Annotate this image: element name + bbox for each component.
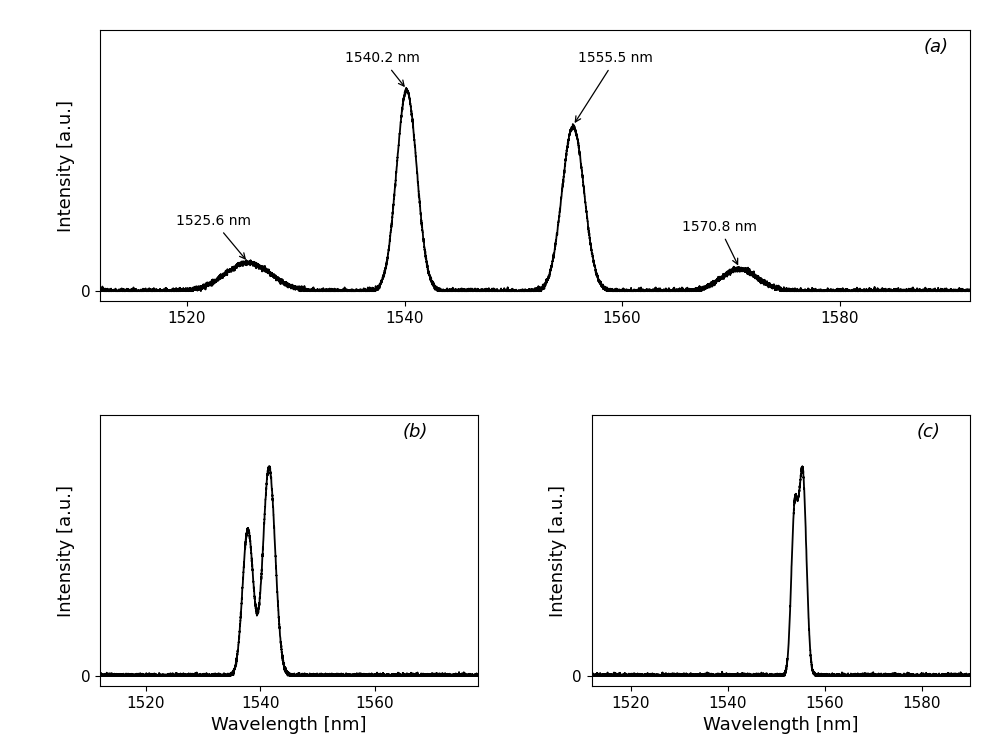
- Text: 1540.2 nm: 1540.2 nm: [345, 51, 420, 86]
- Y-axis label: Intensity [a.u.]: Intensity [a.u.]: [549, 485, 567, 617]
- Text: 1555.5 nm: 1555.5 nm: [575, 51, 653, 122]
- Text: (b): (b): [403, 423, 428, 441]
- X-axis label: Wavelength [nm]: Wavelength [nm]: [703, 716, 859, 734]
- Text: (c): (c): [917, 423, 941, 441]
- Y-axis label: Intensity [a.u.]: Intensity [a.u.]: [57, 100, 75, 231]
- Text: (a): (a): [923, 38, 948, 57]
- X-axis label: Wavelength [nm]: Wavelength [nm]: [211, 716, 367, 734]
- Text: 1525.6 nm: 1525.6 nm: [176, 214, 251, 259]
- Y-axis label: Intensity [a.u.]: Intensity [a.u.]: [57, 485, 75, 617]
- Text: 1570.8 nm: 1570.8 nm: [682, 220, 757, 265]
